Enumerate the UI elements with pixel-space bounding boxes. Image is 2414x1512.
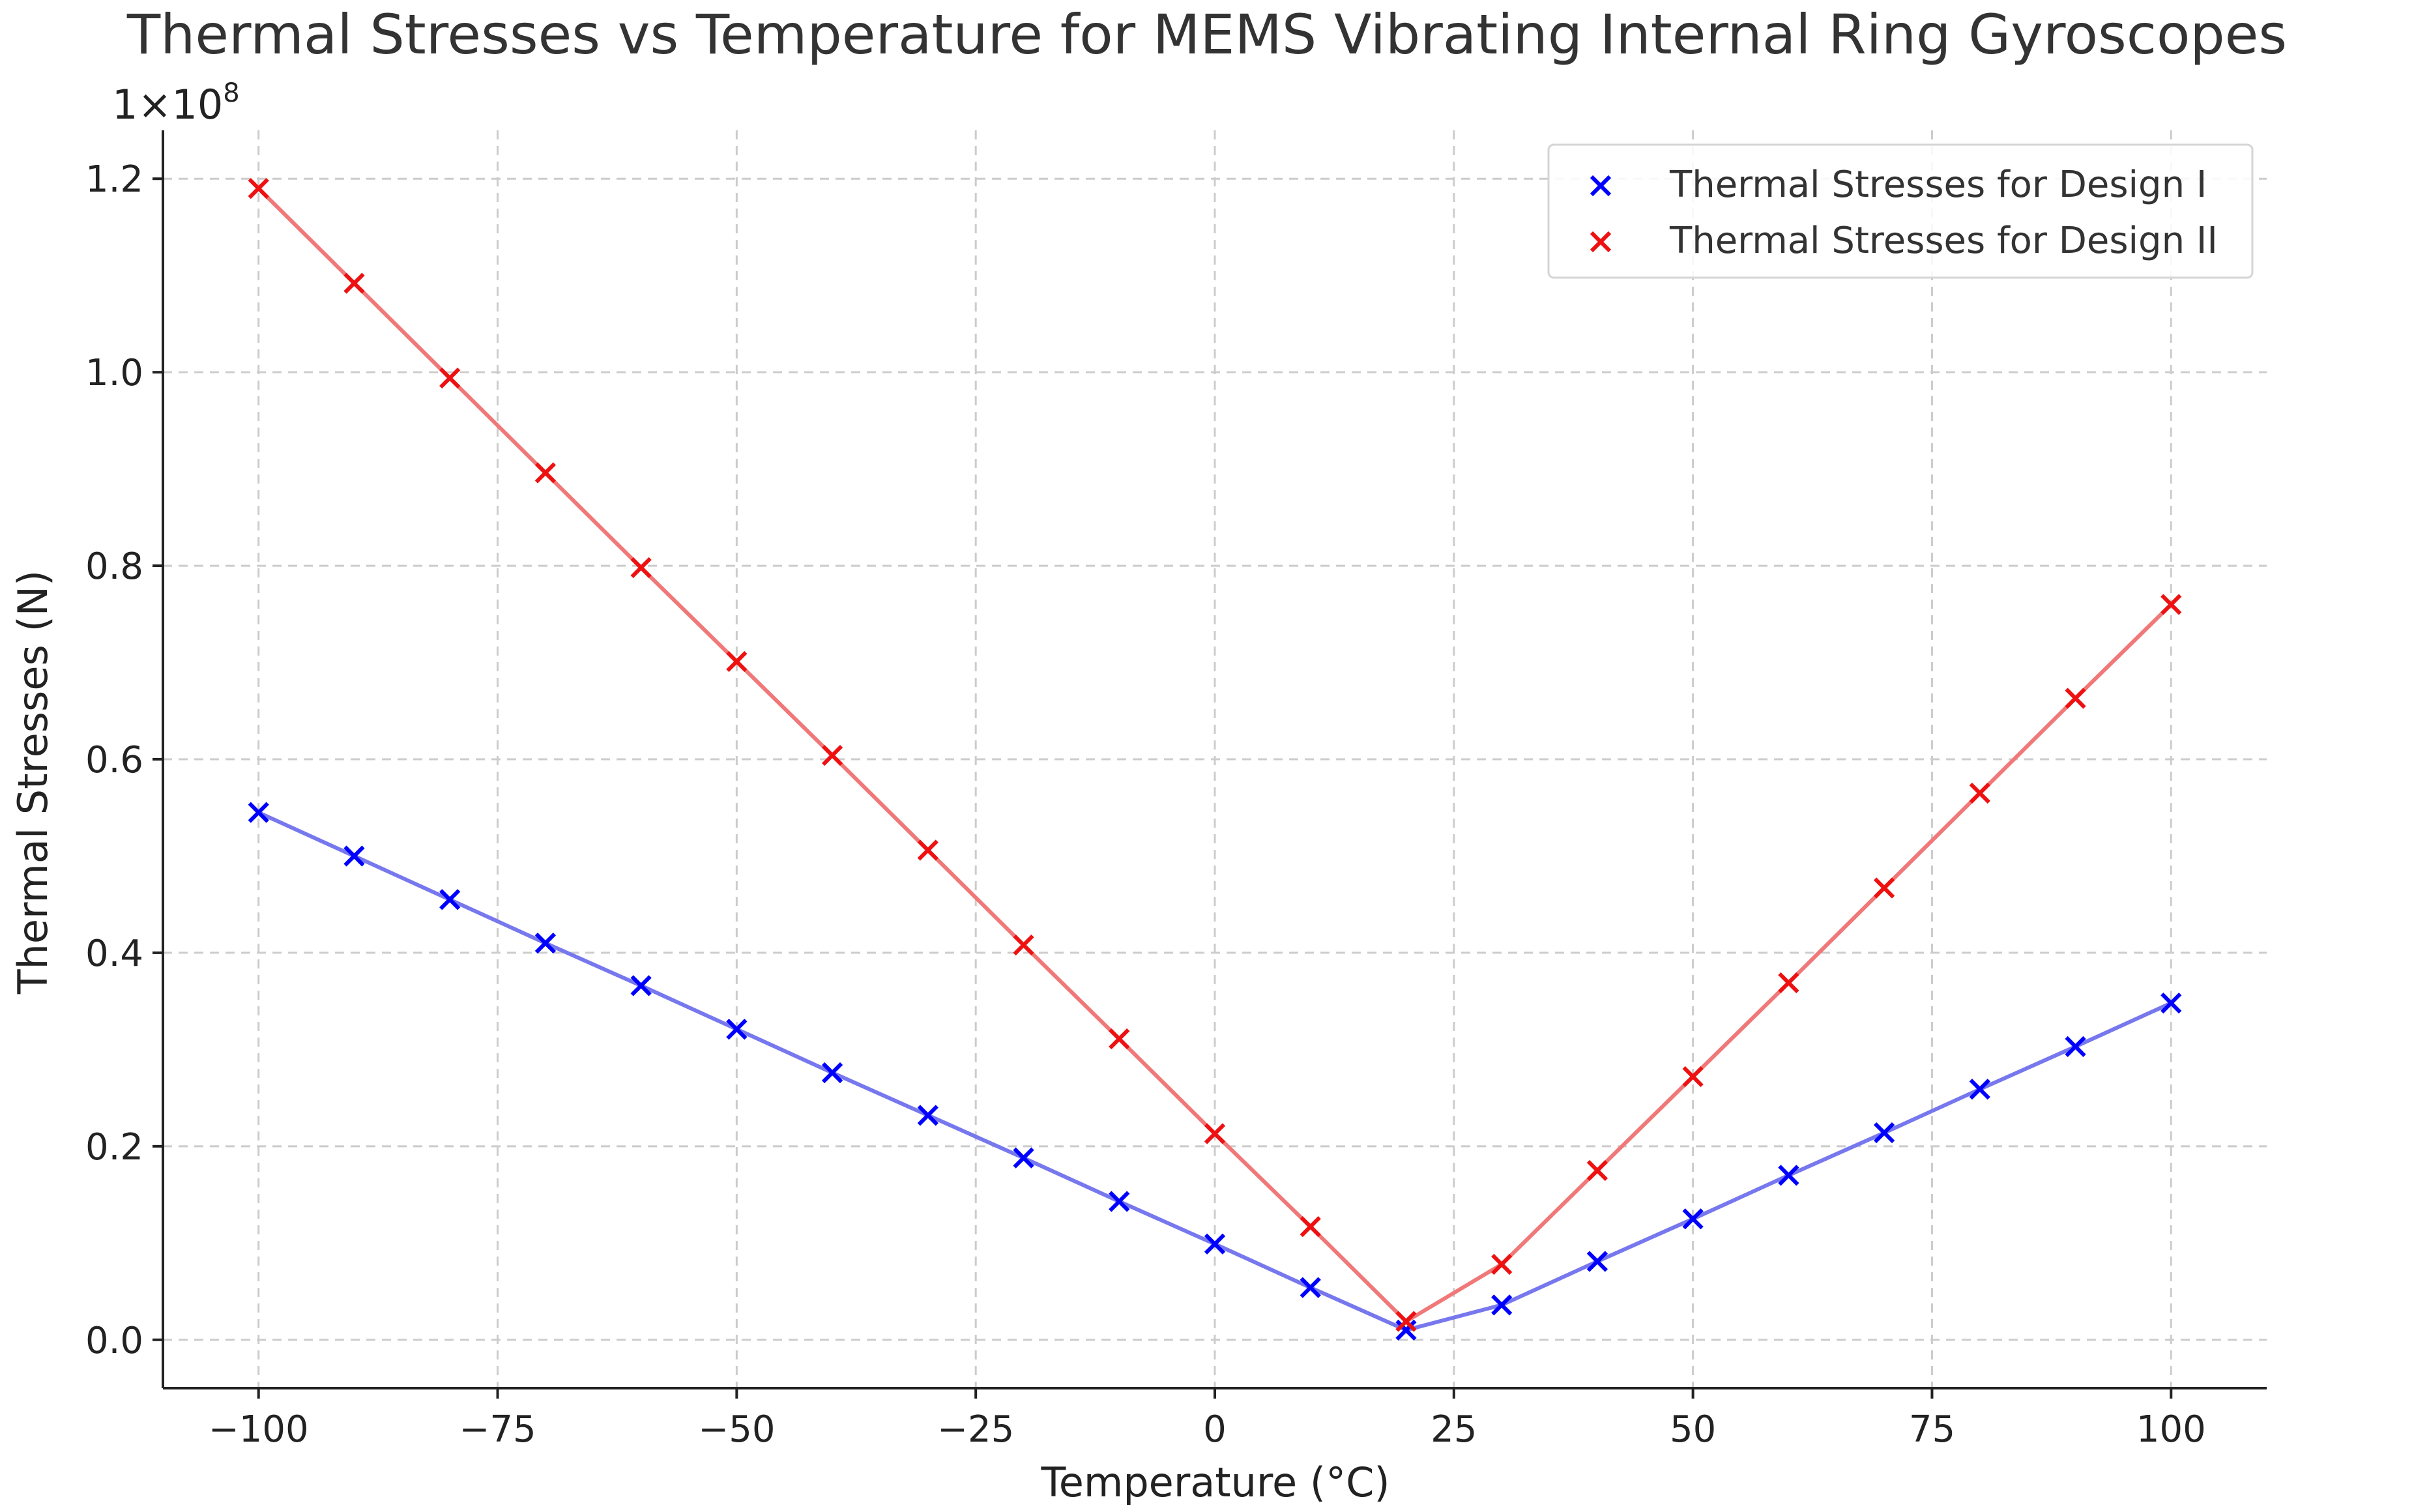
data-point-series-1: [917, 1105, 938, 1126]
series-layer: [248, 177, 2182, 1341]
data-point-series-2: [1204, 1123, 1226, 1144]
data-point-series-1: [2160, 993, 2182, 1014]
legend-x-design-i: [1590, 175, 1612, 197]
data-point-series-1: [343, 845, 365, 867]
data-point-series-2: [1109, 1028, 1130, 1050]
chart-title: Thermal Stresses vs Temperature for MEMS…: [126, 3, 2287, 66]
y-tick-label: 0.8: [85, 545, 143, 588]
x-axis-label: Temperature (°C): [1040, 1459, 1389, 1506]
data-point-series-1: [630, 975, 652, 996]
data-point-series-2: [1300, 1215, 1321, 1238]
data-point-series-2: [1682, 1066, 1704, 1088]
data-point-series-2: [1395, 1311, 1417, 1332]
x-tick-label: 50: [1670, 1408, 1716, 1451]
data-point-series-2: [630, 557, 652, 579]
data-point-series-2: [343, 272, 365, 294]
data-point-series-1: [726, 1019, 748, 1040]
data-point-series-2: [1013, 934, 1034, 956]
data-point-series-1: [534, 932, 557, 954]
x-tick-label: −25: [937, 1408, 1014, 1451]
data-point-series-1: [439, 889, 461, 910]
data-point-series-1: [1300, 1277, 1321, 1298]
data-point-series-2: [1491, 1253, 1513, 1275]
legend-label-design-i: Thermal Stresses for Design I: [1669, 164, 2207, 206]
data-point-series-1: [1682, 1208, 1704, 1230]
x-tick-label: 0: [1203, 1408, 1227, 1451]
data-point-series-1: [1013, 1147, 1034, 1169]
data-point-series-1: [1491, 1294, 1513, 1316]
legend-marker-design-ii: [1590, 231, 1612, 253]
data-point-series-2: [1778, 972, 1799, 994]
x-tick-label: −75: [459, 1408, 536, 1451]
data-point-series-2: [2160, 594, 2182, 615]
y-axis-label: Thermal Stresses (N): [9, 570, 57, 995]
data-point-series-1: [1586, 1251, 1608, 1272]
data-point-series-1: [1778, 1165, 1799, 1186]
data-point-series-1: [1109, 1191, 1130, 1212]
data-point-series-1: [248, 802, 269, 823]
data-point-series-2: [2065, 688, 2086, 709]
x-tick-label: 25: [1431, 1408, 1477, 1451]
data-point-series-2: [1586, 1159, 1608, 1182]
data-point-series-1: [1204, 1233, 1226, 1255]
data-point-series-1: [1873, 1122, 1895, 1144]
y-multiplier-label: 1×108: [112, 78, 240, 128]
grid: [163, 130, 2267, 1388]
data-point-series-2: [248, 177, 269, 199]
data-point-series-1: [1395, 1319, 1417, 1341]
data-point-series-1: [821, 1062, 843, 1084]
x-tick-label: −50: [698, 1408, 775, 1451]
data-point-series-2: [1969, 782, 1990, 804]
data-point-series-2: [726, 650, 748, 673]
x-tick-label: 100: [2136, 1408, 2206, 1451]
x-tick-label: 75: [1909, 1408, 1955, 1451]
data-point-series-1: [1969, 1079, 1990, 1100]
y-tick-label: 0.4: [85, 933, 143, 975]
legend-box: [1547, 143, 2254, 279]
data-point-series-2: [534, 462, 557, 484]
data-point-series-2: [917, 839, 938, 861]
y-tick-label: 1.2: [85, 158, 143, 201]
data-point-series-2: [821, 744, 843, 766]
ticks: −100 −75 −50 −25 0 25 50 75 100 0.0 0.2 0.4 0.6 0.8 1.…: [85, 158, 2206, 1451]
y-tick-label: 0.0: [85, 1320, 143, 1362]
legend-label-design-ii: Thermal Stresses for Design II: [1669, 220, 2218, 262]
data-point-series-2: [1873, 877, 1895, 899]
y-tick-label: 1.0: [85, 352, 143, 394]
legend-x-design-ii: [1590, 231, 1612, 253]
y-tick-label: 0.2: [85, 1126, 143, 1169]
y-tick-label: 0.6: [85, 739, 143, 781]
legend: Thermal Stresses for Design I Thermal St…: [1547, 143, 2254, 279]
data-point-series-1: [2065, 1036, 2086, 1058]
legend-marker-design-i: [1590, 175, 1612, 197]
x-tick-label: −100: [209, 1408, 309, 1451]
data-point-series-2: [439, 367, 461, 389]
